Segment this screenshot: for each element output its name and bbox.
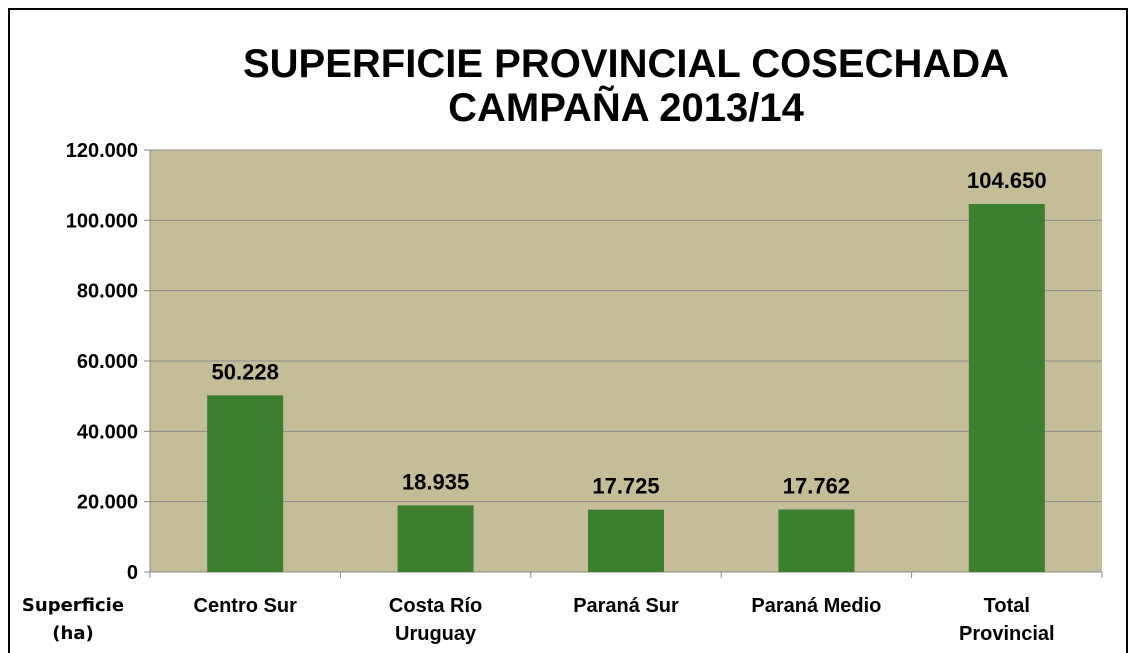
bar [397,505,474,572]
x-tick-label: Total Provincial [958,595,1055,645]
y-tick-label: 80.000 [77,281,138,303]
chart-title: SUPERFICIE PROVINCIAL COSECHADA CAMPAÑA … [242,42,1009,130]
x-axis-label: Superficie (ha) [21,595,125,644]
y-tick-label: 0 [127,562,138,584]
y-tick-label: 100.000 [66,210,138,232]
value-label: 17.725 [592,474,659,499]
y-tick-label: 20.000 [77,492,138,514]
y-tick-label: 60.000 [77,351,138,373]
bar [207,395,284,572]
value-label: 104.650 [967,168,1047,193]
x-tick-label: Paraná Sur [573,595,679,617]
value-label: 50.228 [212,359,279,384]
x-tick-label: Centro Sur [193,595,297,617]
frame [8,8,1128,653]
bar [588,509,664,572]
bar [968,203,1045,572]
y-tick-label: 120.000 [66,140,138,162]
y-tick-label: 40.000 [77,421,138,443]
value-label: 17.762 [783,474,850,499]
x-tick-label: Costa Río Uruguay [388,595,483,645]
x-tick-label: Paraná Medio [751,595,882,617]
value-label: 18.935 [402,469,469,494]
bar [778,509,855,572]
